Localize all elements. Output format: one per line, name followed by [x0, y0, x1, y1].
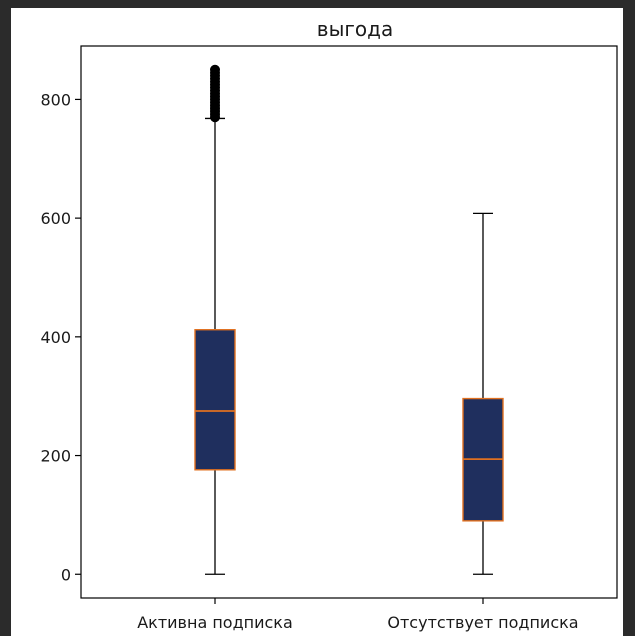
x-tick-label: Отсутствует подписка — [387, 613, 578, 632]
x-axis: Активна подписка Отсутствует подписка — [137, 598, 578, 632]
chart-figure: выгода 0 200 400 600 800 Активна подписка Отс… — [11, 8, 623, 636]
y-tick-label: 800 — [40, 90, 71, 109]
y-tick-label: 200 — [40, 447, 71, 466]
chart-title: выгода — [317, 17, 393, 41]
boxes-group — [195, 65, 503, 574]
box-iqr — [195, 330, 235, 470]
box-2 — [463, 213, 503, 574]
y-tick-label: 600 — [40, 209, 71, 228]
y-tick-label: 400 — [40, 328, 71, 347]
y-axis: 0 200 400 600 800 — [40, 90, 81, 584]
outlier-point — [211, 65, 220, 74]
x-tick-label: Активна подписка — [137, 613, 293, 632]
box-plot: выгода 0 200 400 600 800 Активна подписка Отс… — [11, 8, 623, 636]
y-tick-label: 0 — [61, 565, 71, 584]
box-1 — [195, 65, 235, 574]
plot-frame — [81, 46, 617, 598]
